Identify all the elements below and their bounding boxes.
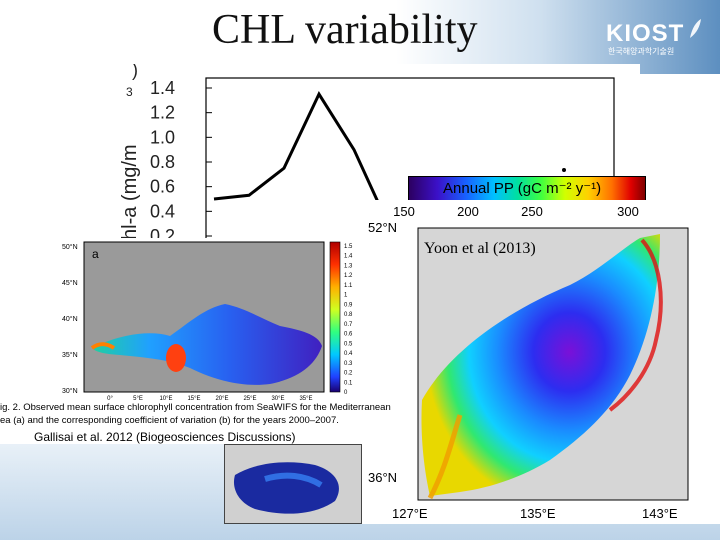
chl-ytick-label: 0.2 [150,226,175,240]
kiost-logo: KIOST 한국해양과학기술원 [600,14,710,58]
med-lon-label: 35°E [299,396,312,402]
slide-title: CHL variability [212,7,478,53]
med-citation: Gallisai et al. 2012 (Biogeosciences Dis… [34,430,296,444]
med-caption-line2: ea (a) and the corresponding coefficient… [0,415,339,426]
med-lon-label: 0° [107,396,113,402]
east-lat-label: 52°N [368,220,397,235]
chl-ylabel-superscript: 3 [126,85,133,99]
med-panel-letter: a [92,247,99,261]
chl-ytick-label: 0.6 [150,177,175,197]
chl-ylabel: hl-a (mg/m [119,144,141,240]
med-scale-label: 1.5 [344,244,353,250]
pp-colorbar-label: Annual PP (gC m⁻² y⁻¹) [443,180,602,197]
med-lat-label: 40°N [62,315,78,323]
logo-text: KIOST [606,20,685,47]
med-lon-label: 25°E [243,396,256,402]
med-scale-label: 0 [344,390,348,396]
med-lon-label: 20°E [215,396,228,402]
med-scale-label: 0.7 [344,322,353,328]
med-b-field [233,462,339,514]
chl-ytick-label: 0.8 [150,152,175,172]
med-scale-label: 0.4 [344,351,353,357]
pp-colorbar: Annual PP (gC m⁻² y⁻¹) [408,176,646,202]
med-scale-label: 0.2 [344,371,353,377]
med-scale-label: 0.6 [344,332,353,338]
east-lon-label: 135°E [520,506,556,521]
med-scale-label: 1 [344,293,348,299]
east-sea-citation: Yoon et al (2013) [424,240,536,257]
pp-tick-label: 300 [617,204,639,219]
header-band [0,0,720,74]
med-lat-label: 30°N [62,387,78,395]
chl-ytick-label: 1.4 [150,78,175,98]
med-scale-label: 1.3 [344,263,353,269]
logo-subtitle: 한국해양과학기술원 [608,47,675,56]
med-hotspot [166,344,186,372]
med-lon-label: 15°E [187,396,200,402]
med-scale-label: 1.2 [344,273,353,279]
med-scale-label: 0.5 [344,341,353,347]
med-lat-label: 50°N [62,243,78,251]
med-map-b-fragment [224,444,362,524]
east-lon-label: 127°E [392,506,428,521]
med-colorbar [329,241,341,393]
med-lat-label: 45°N [62,279,78,287]
med-lon-label: 30°E [271,396,284,402]
chl-ytick-label: 0.4 [150,201,175,221]
chl-ylabel-paren: ) [132,64,138,80]
med-scale-label: 1.1 [344,283,353,289]
pp-tick-label: 200 [457,204,479,219]
med-scale-label: 1.4 [344,254,353,260]
pp-tick-label: 250 [521,204,543,219]
med-scale-label: 0.9 [344,302,353,308]
med-scale-label: 0.8 [344,312,353,318]
pp-tick-label: 150 [393,204,415,219]
med-chl-field [92,304,322,385]
med-scale-label: 0.3 [344,361,353,367]
med-lon-label: 5°E [133,396,143,402]
chl-ytick-label: 1.0 [150,127,175,147]
med-scale-label: 0.1 [344,380,353,386]
sea-chl-field [421,234,660,496]
chl-series-line [213,91,391,227]
chl-ytick-label: 1.2 [150,103,175,123]
med-caption-line1: ig. 2. Observed mean surface chlorophyll… [0,402,391,413]
leaf-icon [690,19,701,38]
east-lat-label: 36°N [368,470,397,485]
med-map-svg: a 50°N 45°N 40°N 35°N 30°N 0° 5°E 10°E 15°E 20°E… [62,241,353,402]
med-map-figure: a 50°N 45°N 40°N 35°N 30°N 0° 5°E 10°E 15°E 20°E… [0,238,400,444]
med-lon-label: 10°E [159,396,172,402]
chl-marker [562,168,566,172]
med-lat-label: 35°N [62,351,78,359]
east-lon-label: 143°E [642,506,678,521]
